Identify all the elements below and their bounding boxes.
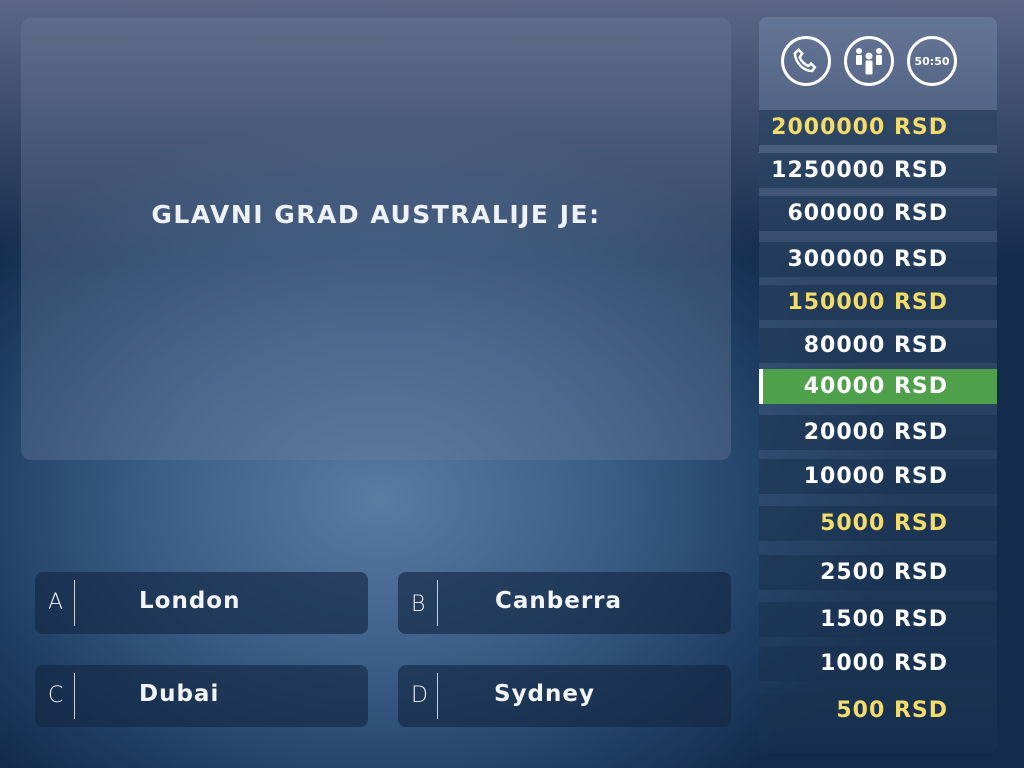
answer-text: Canberra: [495, 588, 623, 614]
phone-lifeline-button[interactable]: [781, 36, 831, 86]
prize-row: 1250000 RSD: [759, 153, 997, 188]
prize-row: 2000000 RSD: [759, 110, 997, 145]
phone-icon: [793, 47, 817, 73]
answer-letter: A: [48, 590, 64, 615]
answer-text: Dubai: [139, 681, 220, 707]
question-text: GLAVNI GRAD AUSTRALIJE JE:: [151, 200, 601, 229]
prize-row: 500 RSD: [759, 693, 997, 728]
prize-row: 1000 RSD: [759, 646, 997, 681]
divider: [74, 673, 75, 719]
prize-row: 150000 RSD: [759, 285, 997, 320]
divider: [437, 673, 438, 719]
prize-row: 300000 RSD: [759, 242, 997, 277]
prize-row: 2500 RSD: [759, 555, 997, 590]
fifty-fifty-lifeline-button[interactable]: 50:50: [907, 36, 957, 86]
prize-row: 600000 RSD: [759, 196, 997, 231]
prize-row-current: 40000 RSD: [759, 369, 997, 404]
audience-icon: [856, 48, 882, 75]
answer-letter: D: [411, 683, 428, 708]
answer-text: London: [139, 588, 241, 614]
divider: [437, 580, 438, 626]
prize-row: 5000 RSD: [759, 506, 997, 541]
answer-b-button[interactable]: B Canberra: [398, 572, 731, 634]
fifty-fifty-label: 50:50: [914, 54, 950, 68]
answer-c-button[interactable]: C Dubai: [35, 665, 368, 727]
audience-lifeline-button[interactable]: [844, 36, 894, 86]
answer-a-button[interactable]: A London: [35, 572, 368, 634]
prize-row: 80000 RSD: [759, 328, 997, 363]
prize-row: 10000 RSD: [759, 459, 997, 494]
answer-d-button[interactable]: D Sydney: [398, 665, 731, 727]
answer-text: Sydney: [494, 681, 595, 707]
divider: [74, 580, 75, 626]
answer-letter: C: [48, 683, 64, 708]
prize-row: 20000 RSD: [759, 415, 997, 450]
question-box: GLAVNI GRAD AUSTRALIJE JE:: [21, 18, 731, 460]
prize-row: 1500 RSD: [759, 602, 997, 637]
answer-letter: B: [411, 592, 426, 617]
